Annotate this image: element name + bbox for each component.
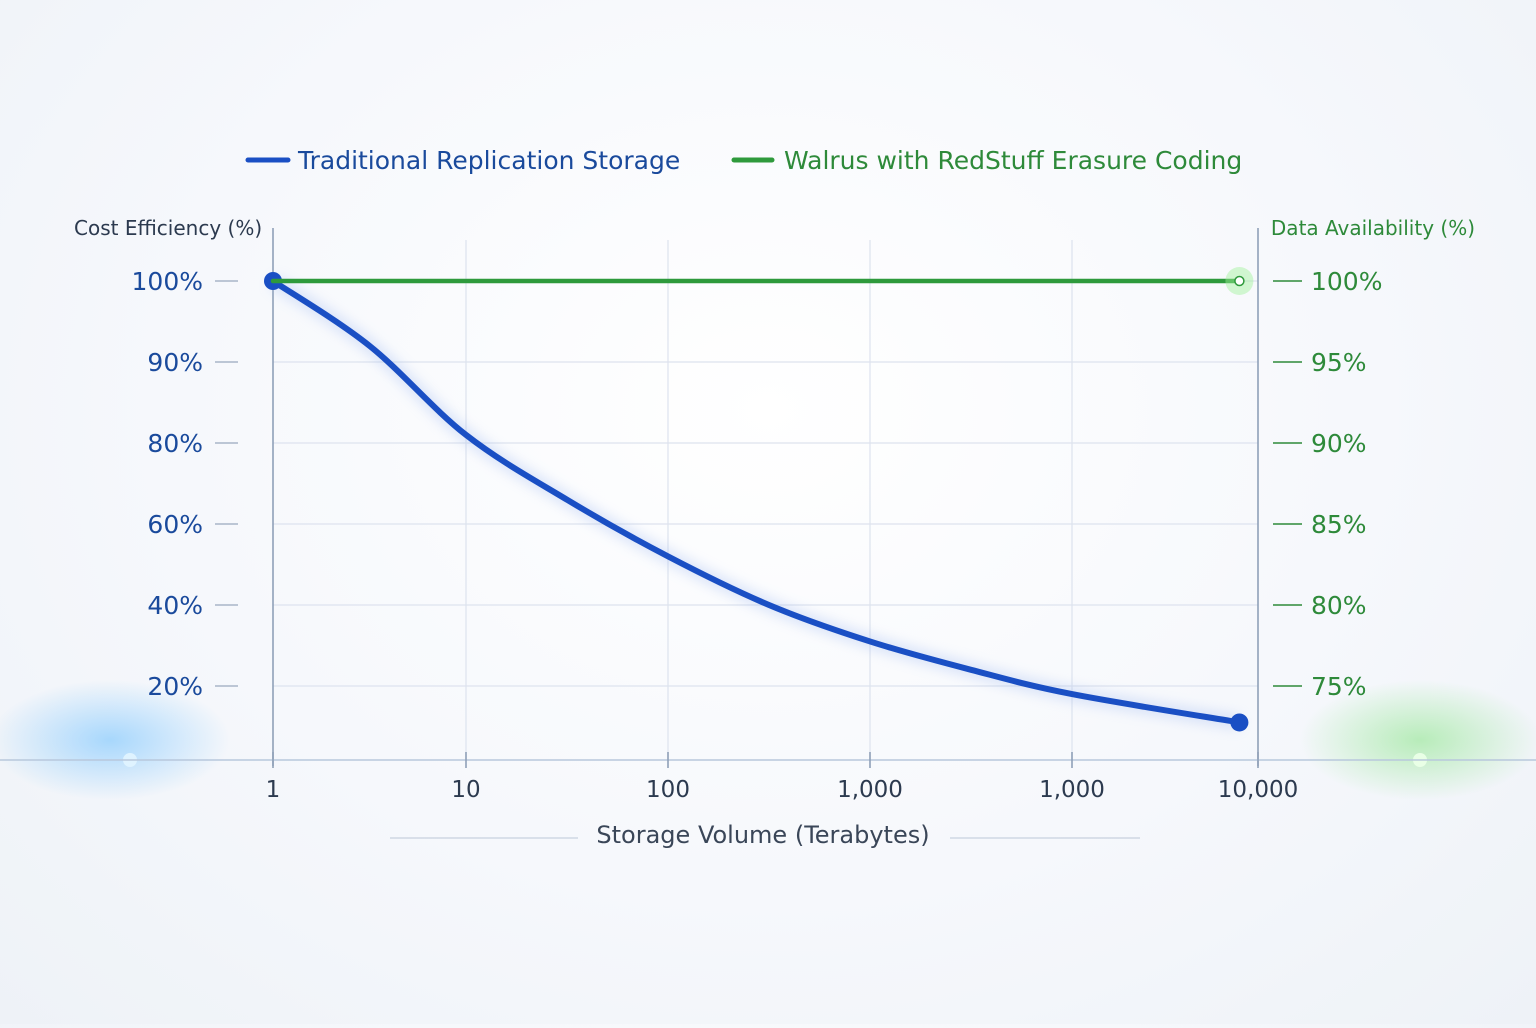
- left-glow-decoration: [0, 680, 230, 800]
- series: [264, 267, 1254, 732]
- y-left-tick-label-4: 40%: [147, 591, 203, 620]
- series-point-traditional-end: [1230, 713, 1249, 732]
- y-right-tick-label-2: 90%: [1311, 429, 1367, 458]
- legend: Traditional Replication Storage Walrus w…: [245, 146, 1242, 175]
- x-tick-label-3: 1,000: [837, 777, 903, 803]
- axes: [0, 228, 1536, 766]
- x-tick-label-0: 1: [266, 777, 281, 803]
- y-left-tick-label-5: 20%: [147, 672, 203, 701]
- y-right-axis-title: Data Availability (%): [1271, 216, 1475, 240]
- y-left-axis-title: Cost Efficiency (%): [74, 216, 262, 240]
- y-right-tick-label-1: 95%: [1311, 348, 1367, 377]
- y-left-tick-label-1: 90%: [147, 348, 203, 377]
- legend-label-walrus: Walrus with RedStuff Erasure Coding: [784, 146, 1242, 175]
- y-right-tick-label-4: 80%: [1311, 591, 1367, 620]
- y-left-tick-label-3: 60%: [147, 510, 203, 539]
- right-glow-decoration: [1300, 680, 1536, 800]
- series-shadow-traditional: [269, 275, 1241, 730]
- x-tick-label-4: 1,000: [1039, 777, 1105, 803]
- grid: [273, 240, 1258, 760]
- y-right-tick-label-3: 85%: [1311, 510, 1367, 539]
- x-tick-label-2: 100: [646, 777, 690, 803]
- y-left-tick-label-2: 80%: [147, 429, 203, 458]
- series-line-traditional: [270, 278, 1243, 726]
- series-point-walrus-end: [1234, 275, 1245, 287]
- x-tick-label-1: 10: [451, 777, 480, 803]
- y-left-tick-label-0: 100%: [132, 267, 203, 296]
- tick-labels: 1 10 100 1,000 1,000 10,000 100% 90% 80% 60% 40% 20…: [132, 267, 1383, 803]
- legend-label-traditional: Traditional Replication Storage: [297, 146, 680, 175]
- x-tick-label-5: 10,000: [1218, 777, 1298, 803]
- y-right-tick-label-5: 75%: [1311, 672, 1367, 701]
- y-right-tick-label-0: 100%: [1311, 267, 1382, 296]
- x-axis-title: Storage Volume (Terabytes): [596, 821, 929, 849]
